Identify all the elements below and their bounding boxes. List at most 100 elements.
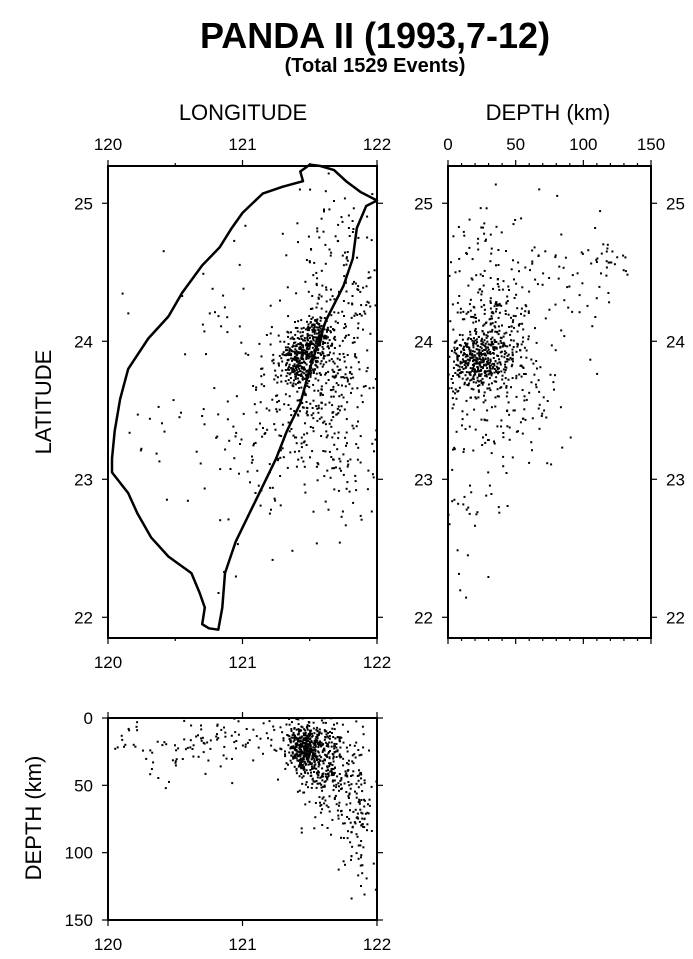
ld-event-1-22 [312, 780, 315, 783]
dl-event-2-75 [515, 430, 518, 433]
map-event-3-86 [319, 327, 322, 330]
map-event-2-174 [276, 381, 279, 384]
ld-event-1-2 [335, 746, 338, 749]
map-event-5-17 [217, 413, 220, 416]
dl-event-0-121 [492, 366, 495, 369]
ld-event-0-257 [290, 728, 293, 730]
map-event-4-58 [297, 458, 300, 461]
map-event-5-6 [275, 394, 278, 397]
dl-event-1-178 [482, 381, 485, 384]
dl-event-4-14 [557, 277, 560, 280]
dl-event-0-103 [468, 347, 471, 350]
map-event-5-27 [263, 373, 266, 376]
map-event-3-77 [285, 254, 288, 257]
map-event-1-33 [318, 326, 320, 329]
dl-event-0-106 [493, 371, 496, 374]
map-event-0-25 [289, 372, 292, 375]
ld-event-4-61 [183, 738, 186, 741]
ld-event-2-94 [335, 783, 338, 786]
dl-event-1-2 [467, 337, 470, 340]
map-event-0-196 [306, 382, 309, 385]
ld-event-3-71 [353, 821, 356, 824]
ld-event-2-59 [331, 771, 334, 774]
dl-event-0-83 [479, 379, 482, 382]
dl-event-2-24 [525, 349, 528, 352]
map-event-0-12 [299, 362, 301, 365]
map-event-4-19 [332, 416, 335, 418]
ld-event-5-10 [156, 740, 159, 743]
dl-event-6-38 [463, 495, 466, 498]
map-event-6-49 [325, 430, 328, 433]
map-event-1-118 [320, 353, 322, 356]
dl-event-1-112 [478, 351, 481, 354]
dl-right-lat-tick-label: 25 [666, 194, 685, 213]
map-event-0-215 [295, 365, 298, 368]
dl-event-3-29 [515, 282, 518, 285]
ld-event-2-43 [298, 789, 301, 792]
ld-event-2-73 [336, 750, 339, 753]
dl-event-2-97 [481, 444, 484, 446]
ld-event-4-21 [290, 745, 293, 748]
dl-event-0-63 [511, 363, 514, 366]
map-event-4-97 [272, 362, 275, 365]
dl-event-3-85 [479, 273, 482, 276]
dl-event-2-34 [475, 370, 478, 373]
dl-event-0-288 [480, 366, 483, 369]
ld-event-2-84 [337, 814, 340, 817]
map-event-0-118 [312, 372, 315, 374]
dl-event-1-64 [524, 310, 527, 313]
map-event-5-83 [343, 408, 346, 411]
map-event-2-152 [334, 390, 337, 393]
dl-event-2-106 [521, 432, 524, 435]
ld-event-4-103 [282, 737, 285, 740]
dl-event-1-47 [510, 386, 512, 389]
ld-event-0-54 [308, 725, 311, 727]
map-event-5-75 [203, 487, 206, 490]
map-event-1-91 [314, 340, 317, 343]
dl-event-1-22 [489, 302, 492, 304]
dl-event-3-81 [470, 315, 473, 318]
dl-event-3-21 [480, 293, 483, 296]
dl-event-1-84 [475, 381, 478, 384]
dl-event-2-141 [464, 361, 467, 364]
dl-event-1-173 [467, 311, 470, 314]
ld-event-4-8 [293, 734, 296, 737]
map-event-3-8 [318, 236, 321, 239]
dl-event-2-58 [528, 461, 531, 464]
map-event-0-50 [293, 365, 296, 368]
map-event-6-15 [324, 500, 327, 503]
map-event-0-214 [306, 336, 309, 339]
map-event-5-18 [240, 341, 243, 344]
map-event-3-23 [312, 369, 315, 372]
map-event-4-96 [335, 466, 337, 469]
dl-event-2-72 [522, 367, 525, 369]
map-event-0-146 [316, 366, 319, 369]
dl-event-0-50 [484, 345, 487, 348]
dl-event-0-270 [462, 347, 465, 350]
ld-event-2-112 [344, 770, 347, 773]
ld-event-2-155 [345, 803, 348, 806]
map-event-1-126 [311, 343, 313, 345]
dl-event-0-290 [476, 376, 479, 379]
dl-event-6-44 [477, 248, 480, 251]
ld-event-4-79 [262, 752, 264, 755]
ld-event-2-169 [323, 738, 326, 741]
dl-event-1-66 [510, 330, 513, 333]
ld-event-0-227 [302, 739, 305, 742]
dl-event-0-293 [476, 370, 479, 373]
ld-event-4-92 [134, 745, 137, 748]
ld-event-4-82 [231, 758, 233, 760]
dl-event-2-122 [512, 346, 515, 348]
dl-event-6-40 [487, 471, 490, 474]
dl-event-0-127 [472, 378, 475, 381]
map-event-2-195 [312, 412, 315, 415]
dl-event-1-86 [459, 311, 462, 314]
dl-event-1-38 [498, 358, 501, 361]
map-event-0-65 [302, 346, 305, 349]
dl-event-0-88 [473, 359, 476, 362]
dl-event-0-34 [480, 368, 483, 371]
ld-event-5-33 [168, 780, 170, 783]
ld-event-0-189 [288, 738, 291, 740]
dl-event-2-80 [515, 395, 518, 398]
map-event-3-47 [359, 290, 362, 293]
